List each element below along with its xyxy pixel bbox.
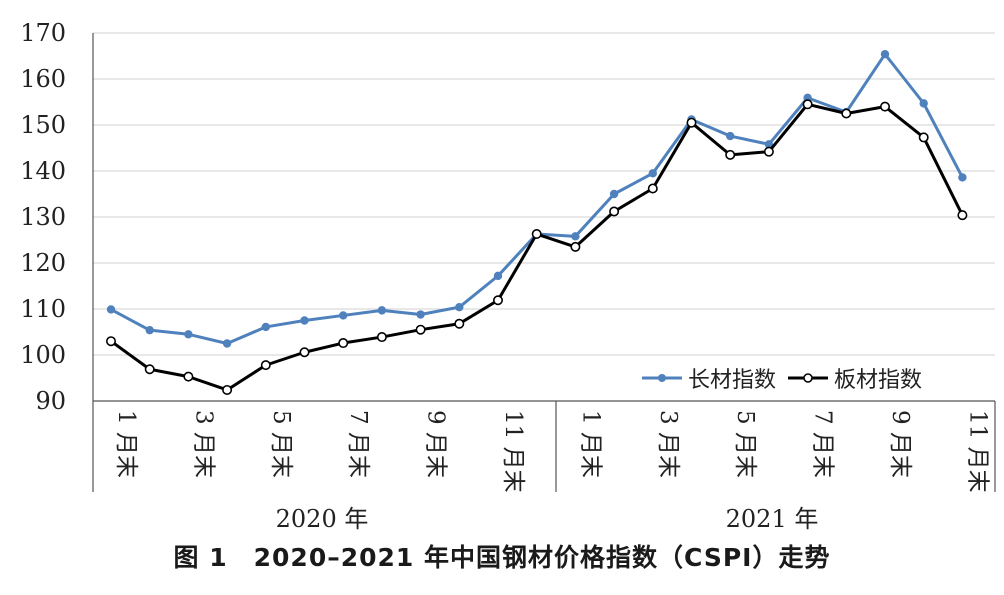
data-point: [493, 271, 503, 281]
x-axis-tick-labels: 1 月末 3 月末 5 月末 7 月末 9 月末 11 月末 1 月末 3 月末 5 月末 7 月…: [113, 410, 990, 493]
chart-caption: 图 1 2020–2021 年中国钢材价格指数（CSPI）走势: [173, 543, 831, 572]
data-point: [260, 360, 271, 371]
data-point: [841, 108, 852, 119]
legend-item-long: 长材指数: [640, 362, 776, 394]
x-tick-label: 9 月末: [423, 410, 449, 478]
y-tick-label: 120: [20, 249, 66, 277]
legend-marker-long: [642, 374, 682, 382]
data-point: [686, 117, 697, 128]
data-point: [300, 316, 309, 325]
data-point: [416, 310, 425, 319]
data-point: [725, 149, 736, 160]
year-label: 2020 年: [276, 505, 369, 533]
y-tick-label: 130: [20, 203, 66, 231]
y-tick-label: 170: [20, 19, 66, 47]
x-tick-label: 3 月末: [190, 410, 216, 478]
data-point: [647, 183, 658, 194]
data-point: [106, 336, 117, 347]
data-point: [222, 339, 232, 348]
data-point: [919, 99, 928, 108]
x-tick-label: 1 月末: [113, 410, 139, 478]
data-point: [222, 384, 233, 395]
data-point: [764, 140, 774, 149]
x-tick-label: 3 月末: [655, 410, 681, 478]
x-tick-label: 11 月末: [964, 410, 990, 493]
x-tick-label: 7 月末: [345, 410, 371, 478]
series-line: [110, 102, 964, 392]
series-lines: [106, 49, 968, 395]
gridlines: [93, 32, 995, 356]
data-point: [918, 132, 929, 143]
data-point: [492, 295, 503, 306]
y-tick-label: 110: [20, 295, 66, 323]
data-point: [338, 338, 349, 349]
data-point: [879, 101, 890, 112]
data-point: [144, 364, 155, 375]
x-tick-label: 7 月末: [810, 410, 836, 478]
data-point: [299, 347, 310, 358]
y-tick-label: 90: [35, 387, 66, 415]
data-point: [454, 318, 465, 329]
x-tick-label: 1 月末: [577, 410, 603, 478]
data-point: [802, 99, 813, 110]
data-point: [609, 189, 619, 199]
data-point: [957, 210, 968, 221]
y-tick-label: 100: [20, 341, 66, 369]
data-point: [571, 232, 580, 241]
legend-item-plate: 板材指数: [786, 362, 922, 394]
data-point: [339, 311, 348, 320]
data-point: [183, 371, 194, 382]
x-tick-label: 9 月末: [887, 410, 913, 478]
y-tick-label: 140: [20, 157, 66, 185]
legend-label-long: 长材指数: [688, 368, 777, 393]
year-labels: 2020 年 2021 年: [276, 505, 819, 533]
chart: 170 160 150 140 130 120 110 100 90 1 月末 3 月末 5 月末 7…: [20, 19, 996, 533]
data-point: [648, 169, 657, 178]
x-tick-label: 5 月末: [268, 410, 294, 478]
data-point: [184, 330, 193, 339]
y-axis-tick-labels: 170 160 150 140 130 120 110 100 90: [20, 19, 66, 415]
legend: 长材指数 板材指数: [640, 362, 932, 394]
y-tick-label: 150: [20, 111, 66, 139]
data-point: [726, 131, 735, 141]
data-point: [455, 302, 464, 312]
axes: [92, 33, 996, 492]
data-point: [261, 322, 270, 332]
data-point: [763, 146, 774, 157]
series-line: [110, 52, 964, 345]
legend-label-plate: 板材指数: [834, 368, 923, 393]
data-point: [570, 241, 581, 252]
data-point: [880, 49, 890, 59]
year-label: 2021 年: [726, 505, 819, 533]
y-tick-label: 160: [20, 65, 66, 93]
legend-marker-plate: [788, 373, 829, 383]
data-point: [376, 332, 387, 343]
data-point: [609, 206, 620, 217]
data-point: [531, 229, 542, 240]
data-point: [958, 173, 967, 182]
data-point: [145, 325, 154, 335]
data-point: [377, 306, 387, 315]
x-tick-label: 11 月末: [500, 410, 526, 493]
data-point: [106, 305, 116, 314]
x-tick-label: 5 月末: [732, 410, 758, 478]
data-point: [415, 324, 426, 335]
